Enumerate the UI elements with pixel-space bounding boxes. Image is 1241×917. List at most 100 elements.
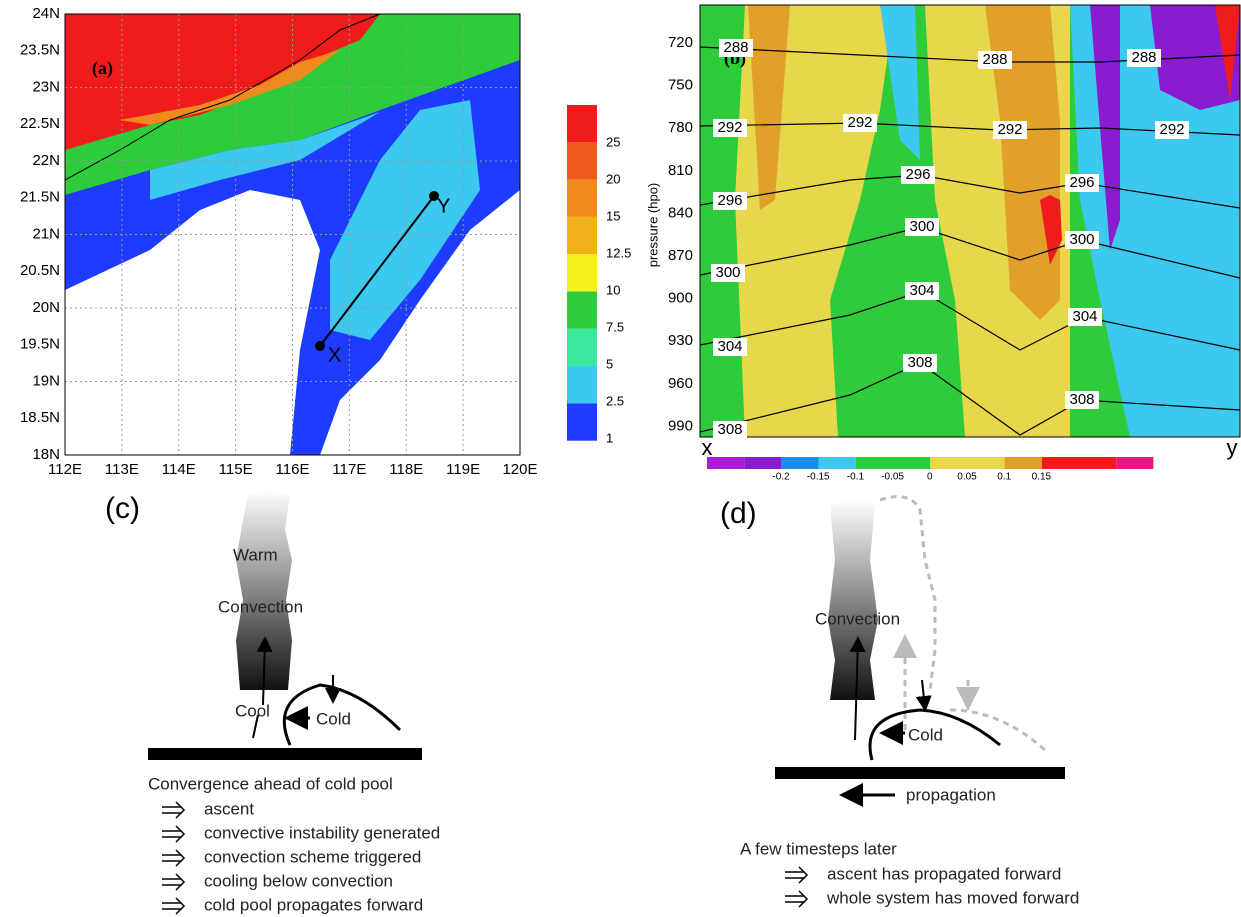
y-tick-label: 960 [668,375,693,392]
y-tick-label: 18.5N [20,409,60,426]
colorbar-box [567,366,597,404]
contour-label: 288 [982,51,1007,68]
contour-label: 288 [723,39,748,56]
colorbar-box [567,403,597,441]
y-tick-label: 870 [668,247,693,264]
contour-label: 296 [1069,174,1094,191]
contour-label-bg [993,121,1027,139]
colorbar-box [707,457,745,469]
colorbar-box [1116,457,1154,469]
implies-arrow [785,890,809,908]
colorbar-label: -0.1 [847,472,865,483]
contour-label-bg [719,39,753,57]
contour-label: 300 [909,218,934,235]
contour-label-bg [905,218,939,236]
y-tick-label: 22.5N [20,115,60,132]
contour-label-bg [1155,121,1189,139]
y-tick-label: 930 [668,332,693,349]
colorbar-label: 10 [606,282,620,297]
caption: A few timesteps later [740,839,897,858]
colorbar-box [567,105,597,143]
contour-label-bg [1065,391,1099,409]
colorbar-label: 7.5 [606,319,624,334]
y-tick-label: 19N [32,372,60,389]
x-tick-label: 115E [219,461,253,478]
colorbar-box [567,142,597,180]
colorbar-box [818,457,856,469]
diagram-label: propagation [906,785,996,804]
step-text: convection scheme triggered [204,847,421,866]
y-tick-label: 24N [32,5,60,22]
contour-label: 308 [717,421,742,438]
contour-label-bg [1127,49,1161,67]
y-tick-label: 20.5N [20,262,60,279]
step-text: ascent has propagated forward [827,864,1061,883]
caption: Convergence ahead of cold pool [148,774,393,793]
colorbar-label: 20 [606,171,620,186]
colorbar-label: 2.5 [606,393,624,408]
contour-label-bg [905,282,939,300]
y-tick-label: 840 [668,204,693,221]
diagram-label: Convection [218,597,303,616]
x-tick-label: 116E [276,461,310,478]
contour-label: 296 [717,192,742,209]
x-end: x [702,435,713,460]
colorbar-box [1041,457,1079,469]
contour-label-bg [713,421,747,439]
contour-label: 300 [715,264,740,281]
map [65,14,520,455]
colorbar-box [855,457,893,469]
contour-label-bg [903,354,937,372]
step-text: convective instability generated [204,823,440,842]
y-tick-label: 750 [668,77,693,94]
contour-label-bg [713,119,747,137]
contour-label-bg [711,264,745,282]
y-tick-label: 780 [668,119,693,136]
x-tick-label: 120E [502,461,537,478]
contour-label: 304 [717,338,742,355]
x-tick-label: 117E [332,461,366,478]
implies-arrow [162,897,186,915]
panel-label: (a) [92,58,113,79]
colorbar-label: 0.15 [1032,472,1052,483]
implies-arrow [162,849,186,867]
y-tick-label: 22N [32,152,60,169]
panel-label: (c) [105,492,140,525]
axis-title: pressure (hpo) [645,183,660,268]
x-tick-label: 112E [48,461,82,478]
diagram-label: Convection [815,609,900,628]
panel-label: (d) [720,497,757,530]
y-tick-label: 21.5N [20,189,60,206]
y-tick-label: 19.5N [20,336,60,353]
colorbar-box [1004,457,1042,469]
y-tick-label: 23N [32,78,60,95]
contour-label-bg [1065,174,1099,192]
colorbar-box [744,457,782,469]
contour-label-bg [1065,231,1099,249]
step-text: whole system has moved forward [826,888,1079,907]
y-tick-label: 720 [668,34,693,51]
contour-label: 300 [1069,231,1094,248]
colorbar-box [893,457,931,469]
implies-arrow [162,801,186,819]
contour-label: 292 [997,121,1022,138]
diagram-label: Warm [233,545,278,564]
implies-arrow [162,825,186,843]
colorbar-label: -0.2 [772,472,790,483]
contour-label: 296 [905,166,930,183]
y-tick-label: 23.5N [20,42,60,59]
colorbar-label: 25 [606,134,620,149]
colorbar-label: 5 [606,356,613,371]
y-tick-label: 18N [32,446,60,463]
colorbar-label: 0.05 [957,472,977,483]
contour-label-bg [713,338,747,356]
contour-label: 308 [907,354,932,371]
colorbar-box [567,254,597,292]
implies-arrow [162,873,186,891]
colorbar-label: -0.05 [881,472,904,483]
colorbar-label: 0 [927,472,933,483]
x-end: y [1227,435,1238,460]
contour-label-bg [978,51,1012,69]
contour-label-bg [713,192,747,210]
colorbar-label: 12.5 [606,245,631,260]
